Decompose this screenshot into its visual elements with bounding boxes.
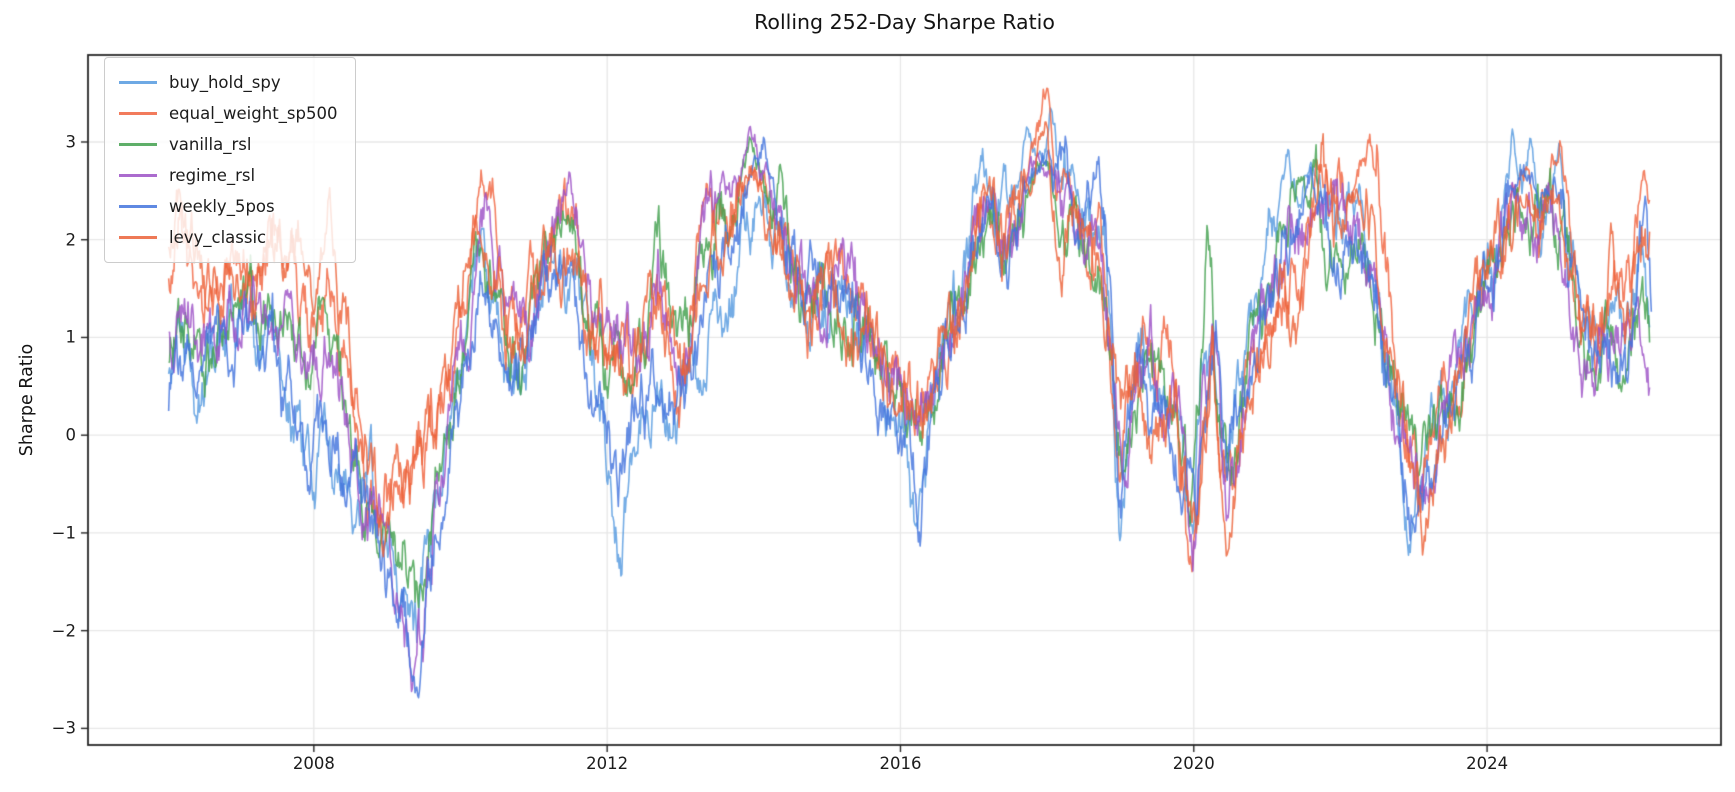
y-tick-label: 2 (65, 230, 77, 250)
y-tick-label: 0 (65, 425, 77, 445)
legend-item: weekly_5pos (113, 191, 345, 222)
chart-legend: buy_hold_spy equal_weight_sp500 vanilla_rs… (104, 57, 356, 263)
legend-item: buy_hold_spy (113, 67, 345, 98)
x-tick-label: 2012 (586, 754, 629, 773)
legend-item: regime_rsl (113, 160, 345, 191)
x-tick-label: 2008 (292, 754, 335, 773)
legend-label: levy_classic (169, 228, 267, 247)
legend-line-swatch (119, 81, 157, 84)
x-tick-label: 2020 (1172, 754, 1215, 773)
y-tick-label: 3 (65, 132, 77, 152)
legend-label: buy_hold_spy (169, 73, 281, 92)
x-tick-label: 2024 (1466, 754, 1509, 773)
legend-label: equal_weight_sp500 (169, 104, 338, 123)
legend-label: regime_rsl (169, 166, 256, 185)
legend-line-swatch (119, 112, 157, 115)
legend-line-swatch (119, 205, 157, 208)
legend-line-swatch (119, 236, 157, 239)
y-tick-label: −3 (51, 718, 76, 738)
x-tick-label: 2016 (879, 754, 922, 773)
legend-item: levy_classic (113, 222, 345, 253)
legend-label: vanilla_rsl (169, 135, 252, 154)
y-tick-label: 1 (65, 327, 77, 347)
legend-label: weekly_5pos (169, 197, 275, 216)
legend-line-swatch (119, 174, 157, 177)
chart-title: Rolling 252-Day Sharpe Ratio (754, 10, 1055, 34)
legend-item: vanilla_rsl (113, 129, 345, 160)
legend-item: equal_weight_sp500 (113, 98, 345, 129)
y-axis-label: Sharpe Ratio (17, 343, 37, 457)
y-tick-label: −2 (51, 621, 76, 641)
y-tick-label: −1 (51, 523, 76, 543)
legend-line-swatch (119, 143, 157, 146)
